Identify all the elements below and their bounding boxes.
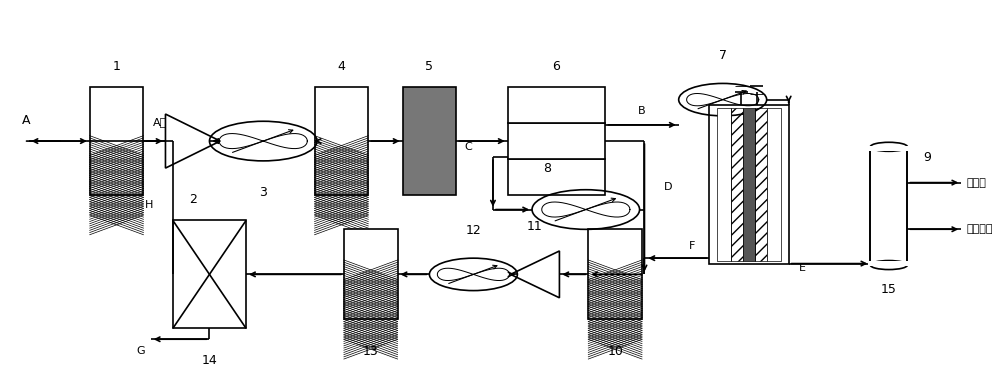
- Text: 5: 5: [425, 60, 433, 73]
- Bar: [508, 159, 605, 195]
- Bar: [173, 220, 246, 328]
- Text: E: E: [798, 263, 805, 273]
- Bar: [731, 108, 743, 261]
- Text: A混: A混: [153, 117, 167, 127]
- Text: 8: 8: [543, 162, 551, 175]
- Bar: [717, 108, 731, 261]
- Bar: [743, 108, 755, 261]
- Text: 13: 13: [363, 345, 379, 358]
- Text: 14: 14: [202, 354, 217, 367]
- Text: H: H: [145, 200, 153, 210]
- Text: 甲酸产品: 甲酸产品: [966, 224, 993, 234]
- Bar: [508, 123, 605, 159]
- Text: F: F: [688, 241, 695, 251]
- Bar: [767, 108, 781, 261]
- Bar: [709, 105, 789, 264]
- Text: 9: 9: [923, 151, 931, 164]
- Text: A: A: [21, 114, 30, 127]
- Bar: [755, 108, 767, 261]
- Text: 1: 1: [113, 60, 121, 73]
- Text: G: G: [137, 346, 145, 355]
- Text: 4: 4: [337, 60, 345, 73]
- Bar: [344, 229, 398, 319]
- Ellipse shape: [870, 142, 907, 151]
- Text: D: D: [664, 182, 673, 192]
- Bar: [868, 146, 909, 151]
- Ellipse shape: [870, 260, 907, 270]
- Text: 6: 6: [553, 60, 560, 73]
- Bar: [508, 87, 605, 123]
- Text: 2: 2: [189, 193, 197, 206]
- Text: 11: 11: [527, 220, 543, 233]
- Text: 15: 15: [881, 283, 897, 297]
- Bar: [403, 87, 456, 195]
- Text: C: C: [465, 142, 472, 152]
- Text: 12: 12: [466, 223, 481, 236]
- Text: 3: 3: [259, 186, 267, 199]
- Text: 7: 7: [719, 49, 727, 62]
- Bar: [315, 87, 368, 195]
- Text: 燃料气: 燃料气: [966, 178, 986, 188]
- Text: B: B: [638, 106, 646, 116]
- Bar: [870, 147, 907, 265]
- Bar: [90, 87, 143, 195]
- Bar: [868, 260, 909, 266]
- Text: 10: 10: [607, 345, 623, 358]
- Bar: [588, 229, 642, 319]
